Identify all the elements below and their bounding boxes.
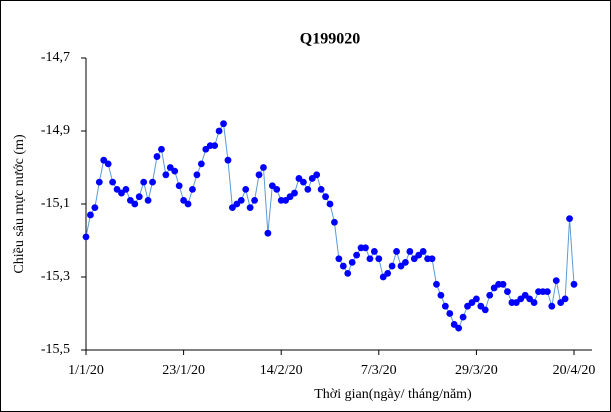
data-point: [313, 171, 321, 179]
data-point: [322, 193, 329, 201]
x-tick-label: 23/1/20: [162, 363, 205, 378]
data-point: [251, 196, 258, 204]
y-tick-label: -14,7: [41, 50, 70, 65]
data-point: [87, 211, 94, 219]
data-point: [441, 302, 449, 310]
data-point: [561, 295, 569, 303]
data-point: [104, 160, 112, 168]
data-point: [335, 255, 343, 263]
data-point: [326, 200, 334, 208]
data-point: [175, 182, 183, 190]
data-point: [393, 248, 400, 255]
data-point: [91, 204, 99, 212]
data-point: [362, 244, 369, 252]
y-tick-label: -15,5: [41, 342, 70, 357]
x-tick-label: 14/2/20: [260, 363, 303, 378]
data-point: [255, 171, 263, 179]
data-point: [197, 160, 205, 168]
data-point: [481, 306, 489, 314]
chart-title: Q199020: [300, 31, 360, 48]
data-point: [158, 145, 165, 153]
data-point: [331, 218, 338, 226]
y-tick-label: -15,1: [41, 196, 70, 211]
data-point: [384, 269, 392, 277]
data-point: [171, 167, 179, 175]
data-point: [344, 269, 352, 277]
data-point: [224, 156, 232, 164]
data-point: [530, 299, 538, 306]
data-point: [242, 186, 250, 193]
data-point: [433, 280, 440, 288]
data-point: [428, 255, 436, 263]
y-axis-label: Chiều sâu mực nước (m): [12, 134, 27, 274]
x-tick-label: 1/1/20: [68, 363, 104, 378]
data-point: [353, 251, 361, 259]
data-point: [153, 153, 161, 160]
data-point: [291, 189, 298, 197]
data-point: [149, 178, 156, 186]
x-tick-label: 7/3/20: [361, 363, 397, 378]
data-point: [419, 248, 427, 255]
data-point: [264, 229, 272, 237]
data-point: [162, 171, 170, 179]
data-point: [140, 178, 148, 186]
data-point: [260, 164, 267, 171]
data-point: [402, 259, 409, 266]
data-point: [95, 178, 103, 186]
data-point: [273, 186, 281, 193]
data-point: [370, 248, 378, 255]
y-tick-label: -15,3: [41, 269, 70, 284]
data-point: [184, 200, 192, 208]
data-point: [144, 196, 152, 204]
data-point: [109, 178, 117, 186]
data-point: [504, 288, 511, 295]
data-point: [220, 120, 227, 128]
data-point: [189, 186, 196, 193]
data-point: [473, 295, 480, 303]
data-point: [304, 186, 312, 193]
data-point: [406, 248, 414, 255]
data-point: [455, 324, 463, 332]
data-point: [122, 186, 130, 193]
y-tick-label: -14,9: [41, 123, 70, 138]
data-point: [211, 142, 219, 150]
data-point: [446, 310, 454, 317]
data-point: [486, 291, 494, 299]
data-point: [437, 291, 445, 299]
data-point: [237, 196, 245, 204]
data-point: [215, 127, 223, 135]
data-point: [339, 262, 347, 270]
data-point: [499, 280, 507, 288]
x-axis-label: Thời gian(ngày/ tháng/năm): [314, 387, 472, 402]
data-point: [299, 178, 307, 186]
data-point: [459, 313, 467, 321]
data-point: [566, 215, 573, 223]
data-point: [548, 302, 556, 310]
data-point: [193, 171, 201, 179]
x-tick-label: 20/4/20: [553, 363, 596, 378]
data-point: [246, 204, 254, 212]
data-point: [135, 193, 143, 201]
data-point: [375, 255, 383, 263]
data-point: [317, 186, 325, 193]
data-point: [82, 233, 90, 241]
data-point: [348, 259, 356, 266]
data-point: [388, 262, 396, 270]
data-point: [552, 277, 560, 285]
data-point: [131, 200, 139, 208]
x-tick-label: 29/3/20: [455, 363, 498, 378]
data-point: [366, 255, 374, 263]
data-point: [543, 288, 551, 295]
data-point: [570, 280, 578, 288]
